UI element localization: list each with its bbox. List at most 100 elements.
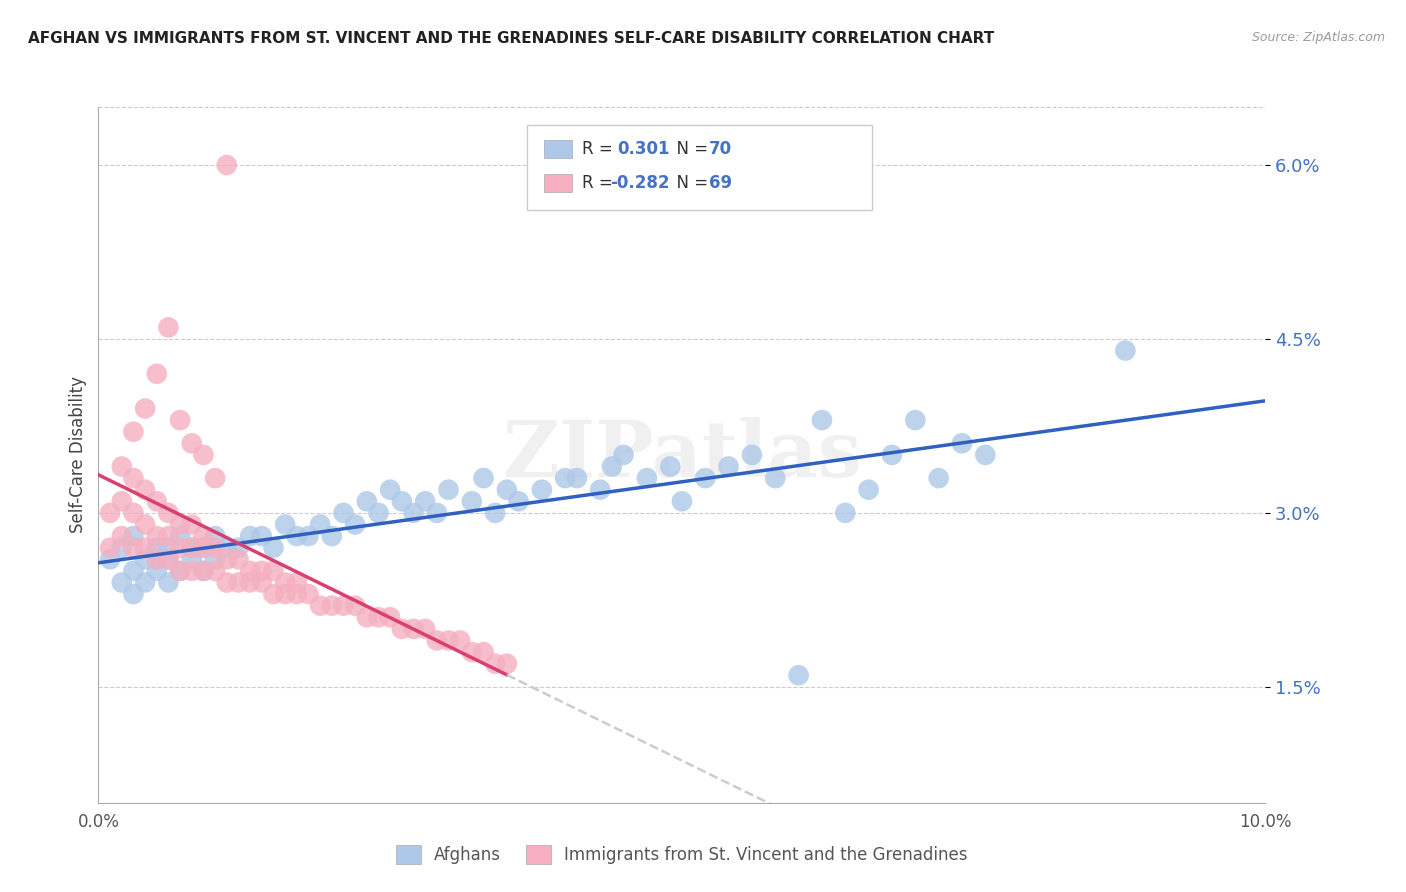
Point bbox=[274, 587, 297, 601]
Point bbox=[437, 633, 460, 648]
Point bbox=[904, 413, 927, 427]
Point bbox=[111, 575, 134, 590]
Point bbox=[437, 483, 460, 497]
Point bbox=[332, 506, 354, 520]
Point bbox=[262, 541, 284, 555]
Point bbox=[157, 541, 180, 555]
Point bbox=[367, 506, 389, 520]
Point bbox=[787, 668, 810, 682]
Point bbox=[122, 529, 145, 543]
Point bbox=[671, 494, 693, 508]
Point bbox=[449, 633, 471, 648]
Point bbox=[763, 471, 786, 485]
Point bbox=[193, 541, 215, 555]
Point bbox=[344, 599, 367, 613]
Point bbox=[554, 471, 576, 485]
Point bbox=[98, 552, 121, 566]
Point bbox=[193, 448, 215, 462]
Point bbox=[134, 517, 156, 532]
Point bbox=[461, 645, 484, 659]
Point bbox=[157, 575, 180, 590]
Point bbox=[484, 506, 506, 520]
Point bbox=[204, 552, 226, 566]
Point bbox=[285, 575, 308, 590]
Point bbox=[169, 564, 191, 578]
Point bbox=[228, 575, 250, 590]
Point bbox=[600, 459, 623, 474]
Point bbox=[157, 320, 180, 334]
Point bbox=[461, 494, 484, 508]
Point bbox=[157, 506, 180, 520]
Point bbox=[193, 564, 215, 578]
Point bbox=[659, 459, 682, 474]
Point bbox=[741, 448, 763, 462]
Point bbox=[391, 494, 413, 508]
Point bbox=[636, 471, 658, 485]
Point bbox=[193, 529, 215, 543]
Text: 70: 70 bbox=[709, 140, 731, 158]
Point bbox=[146, 552, 169, 566]
Point bbox=[193, 541, 215, 555]
Point bbox=[157, 552, 180, 566]
Point bbox=[134, 483, 156, 497]
Point bbox=[134, 575, 156, 590]
Point bbox=[215, 552, 238, 566]
Point bbox=[134, 541, 156, 555]
Point bbox=[180, 436, 202, 450]
Point bbox=[250, 575, 273, 590]
Point bbox=[380, 610, 402, 624]
Point bbox=[262, 564, 284, 578]
Point bbox=[111, 529, 134, 543]
Point bbox=[717, 459, 740, 474]
Point bbox=[122, 425, 145, 439]
Point bbox=[413, 622, 436, 636]
Text: R =: R = bbox=[582, 140, 619, 158]
Point bbox=[426, 633, 449, 648]
Point bbox=[180, 517, 202, 532]
Point bbox=[285, 529, 308, 543]
Point bbox=[204, 529, 226, 543]
Point bbox=[169, 529, 191, 543]
Point bbox=[122, 506, 145, 520]
Point bbox=[472, 645, 495, 659]
Point bbox=[122, 541, 145, 555]
Text: N =: N = bbox=[666, 174, 714, 192]
Point bbox=[309, 517, 332, 532]
Point bbox=[309, 599, 332, 613]
Text: -0.282: -0.282 bbox=[610, 174, 669, 192]
Point bbox=[228, 552, 250, 566]
Point bbox=[413, 494, 436, 508]
Point bbox=[402, 622, 425, 636]
Point bbox=[565, 471, 588, 485]
Point bbox=[297, 529, 319, 543]
Point bbox=[215, 541, 238, 555]
Point bbox=[111, 459, 134, 474]
Text: 69: 69 bbox=[709, 174, 731, 192]
Point bbox=[250, 564, 273, 578]
Legend: Afghans, Immigrants from St. Vincent and the Grenadines: Afghans, Immigrants from St. Vincent and… bbox=[389, 838, 974, 871]
Point bbox=[858, 483, 880, 497]
Point bbox=[239, 575, 262, 590]
Point bbox=[496, 657, 519, 671]
Point bbox=[146, 367, 169, 381]
Text: N =: N = bbox=[666, 140, 714, 158]
Point bbox=[274, 517, 297, 532]
Point bbox=[180, 541, 202, 555]
Point bbox=[589, 483, 612, 497]
Point bbox=[204, 541, 226, 555]
Point bbox=[204, 564, 226, 578]
Point bbox=[146, 541, 169, 555]
Point bbox=[98, 506, 121, 520]
Point bbox=[344, 517, 367, 532]
Point bbox=[111, 541, 134, 555]
Point bbox=[215, 575, 238, 590]
Point bbox=[391, 622, 413, 636]
Point bbox=[612, 448, 634, 462]
Text: AFGHAN VS IMMIGRANTS FROM ST. VINCENT AND THE GRENADINES SELF-CARE DISABILITY CO: AFGHAN VS IMMIGRANTS FROM ST. VINCENT AN… bbox=[28, 31, 994, 46]
Point bbox=[180, 541, 202, 555]
Point bbox=[134, 552, 156, 566]
Point bbox=[146, 494, 169, 508]
Point bbox=[239, 564, 262, 578]
Point bbox=[169, 413, 191, 427]
Point bbox=[484, 657, 506, 671]
